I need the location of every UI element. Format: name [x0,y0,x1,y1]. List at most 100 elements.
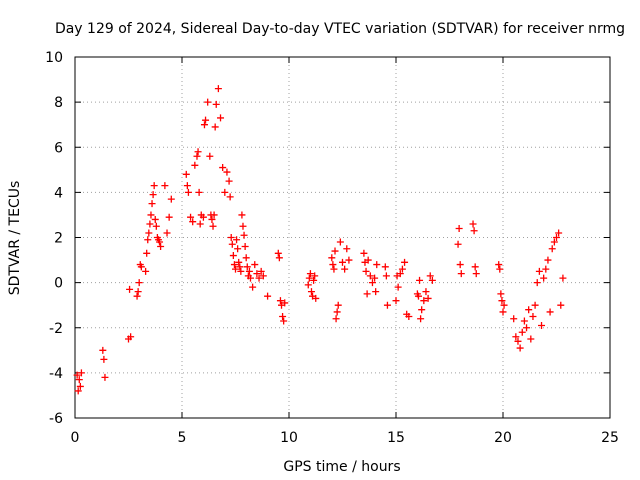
y-tick-label: 8 [54,95,63,111]
data-point [165,213,173,221]
y-axis-title: SDTVAR / TECUs [7,181,23,296]
data-point [544,256,552,264]
data-point [74,387,82,395]
data-point [146,220,154,228]
data-point [211,123,219,131]
x-tick-label: 0 [71,430,80,446]
data-point [496,265,504,273]
data-point [498,297,506,305]
data-point [208,215,216,223]
x-tick-label: 10 [280,430,298,446]
data-point [420,297,428,305]
x-tick-label: 25 [601,430,619,446]
data-point [457,270,465,278]
data-point [210,211,218,219]
data-point [99,346,107,354]
data-point [194,148,202,156]
data-point [382,272,390,280]
data-point [151,215,159,223]
data-point [127,333,135,341]
data-point [274,249,282,257]
data-point [341,265,349,273]
data-point [366,272,374,280]
data-point [471,263,479,271]
data-point [135,279,143,287]
data-point [163,229,171,237]
data-point [275,254,283,262]
data-point [307,288,315,296]
data-point [241,243,249,251]
data-point [234,245,242,253]
data-point [230,261,238,269]
data-point [371,274,379,282]
data-point [328,254,336,262]
data-point [257,267,265,275]
data-point [523,324,531,332]
data-point [142,267,150,275]
data-point [345,256,353,264]
data-point [553,234,560,241]
data-point [548,245,556,253]
y-tick-label: 2 [54,231,63,247]
data-point [362,267,370,275]
data-point [472,270,480,278]
data-point [332,315,340,323]
data-point [182,170,190,178]
data-point [126,285,134,293]
data-point [150,182,158,190]
y-tick-label: -6 [49,411,63,427]
data-point [134,288,142,296]
data-point [229,252,237,260]
data-point [414,292,422,300]
data-point [249,283,257,291]
data-point [304,281,312,289]
y-tick-label: 0 [54,276,63,292]
data-point [516,344,524,352]
data-point [456,261,464,269]
data-point [206,152,214,160]
data-point [195,188,203,196]
grid-layer [75,57,610,418]
data-point [559,274,567,282]
data-point [157,243,165,251]
data-point [510,315,518,323]
data-point [219,164,227,172]
data-point [147,211,155,219]
data-point [187,213,195,221]
data-point [240,231,248,239]
data-point [531,301,539,309]
data-point [405,312,413,320]
data-point [227,234,235,241]
data-point [394,283,402,291]
x-tick-label: 20 [494,430,512,446]
data-point [199,213,207,221]
data-point [225,177,233,185]
data-point [281,299,289,307]
data-point [214,85,222,93]
data-point [189,218,197,226]
data-point [514,337,522,345]
data-point [401,258,409,266]
y-tick-label: -2 [49,321,63,337]
data-point [418,306,426,314]
x-axis-title: GPS time / hours [283,459,400,475]
data-point [236,263,244,271]
data-point [343,245,351,253]
y-tick-label: 10 [45,50,63,66]
data-point [535,267,543,275]
data-point [360,249,368,257]
data-point [417,315,425,323]
data-point [239,222,247,230]
data-point [398,265,406,273]
data-point [233,236,241,244]
data-point [143,249,151,257]
data-point [237,267,245,275]
data-points [73,85,567,395]
data-point [200,121,208,129]
data-point [392,297,400,305]
data-point [500,301,508,309]
data-point [363,290,371,298]
data-point [533,279,541,287]
data-point [422,288,430,296]
